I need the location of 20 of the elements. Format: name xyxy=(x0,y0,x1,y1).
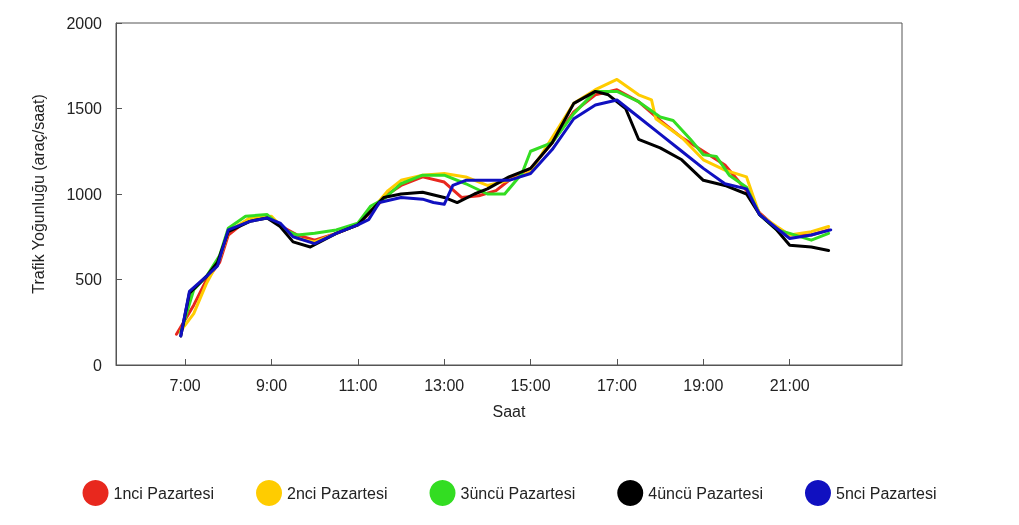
x-axis-title: Saat xyxy=(492,402,527,420)
x-tick-label: 21:00 xyxy=(769,376,810,394)
x-tick-label: 15:00 xyxy=(510,376,551,394)
legend-label: 3üncü Pazartesi xyxy=(460,484,576,502)
legend-label: 4üncü Pazartesi xyxy=(648,484,763,502)
y-tick-label: 500 xyxy=(75,271,103,288)
y-tick-label: 1500 xyxy=(66,100,103,117)
x-tick-label: 13:00 xyxy=(424,376,465,394)
x-tick-label: 17:00 xyxy=(596,376,638,394)
y-tick-label: 2000 xyxy=(66,14,103,32)
y-tick-label: 1000 xyxy=(66,185,103,203)
x-tick-label: 11:00 xyxy=(338,376,378,394)
legend-label: 5nci Pazartesi xyxy=(835,484,937,502)
legend-label: 2nci Pazartesi xyxy=(287,484,388,502)
x-tick-label: 7:00 xyxy=(169,376,201,394)
y-tick-label: 0 xyxy=(93,356,103,374)
legend-label: 1nci Pazartesi xyxy=(113,484,215,502)
y-axis-title: Trafik Yoğunluğu (araç/saat) xyxy=(29,94,47,294)
x-tick-label: 19:00 xyxy=(683,376,724,394)
x-tick-label: 9:00 xyxy=(255,376,288,394)
